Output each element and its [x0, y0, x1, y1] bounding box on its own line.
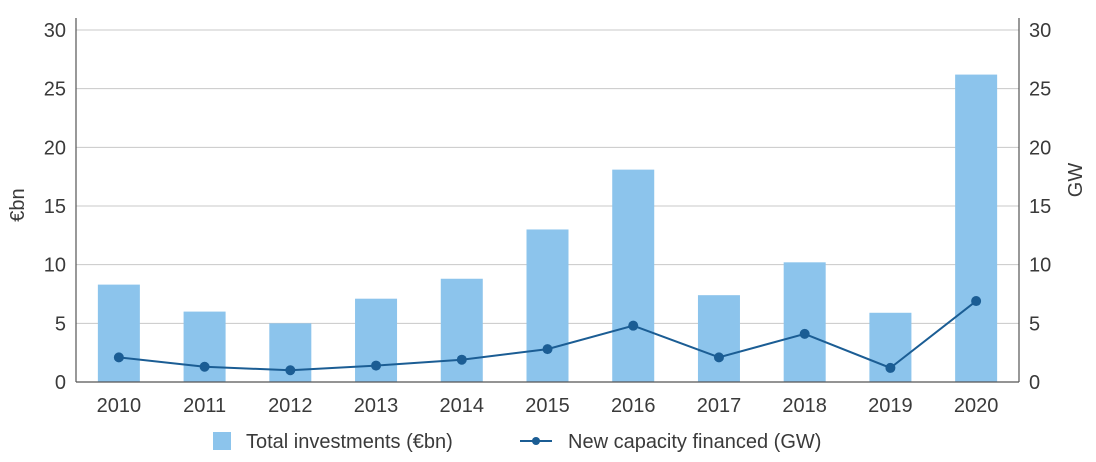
left-y-tick-label: 30	[44, 20, 66, 42]
bar	[440, 278, 483, 382]
x-tick-label: 2011	[183, 395, 226, 417]
left-y-tick-label: 25	[44, 79, 66, 101]
right-axis-title: GW	[1065, 163, 1087, 198]
line-point	[885, 362, 896, 373]
line-point	[113, 352, 124, 363]
left-axis-title: €bn	[7, 188, 29, 221]
line-series	[113, 296, 982, 376]
left-y-tick-label: 20	[44, 137, 66, 159]
left-y-tick-label: 10	[44, 255, 66, 277]
gridlines	[76, 29, 1019, 324]
x-tick-label: 2016	[611, 395, 656, 417]
line-point	[199, 361, 210, 372]
x-tick-label: 2019	[868, 395, 913, 417]
bar-series	[97, 74, 998, 382]
line-point	[456, 354, 467, 365]
bar	[97, 284, 140, 382]
left-y-tick-label: 15	[44, 196, 66, 218]
right-y-tick-label: 10	[1029, 255, 1051, 277]
right-y-tick-label: 0	[1029, 372, 1040, 394]
x-tick-label: 2014	[440, 395, 485, 417]
x-tick-label: 2017	[697, 395, 742, 417]
right-y-tick-labels: 0 5 10 15 20 25 30	[1029, 20, 1051, 394]
line-point	[971, 296, 982, 307]
x-tick-labels: 2010 2011 2012 2013 2014 2015 2016 2017 2018 2019…	[97, 395, 999, 417]
bar	[697, 295, 740, 382]
x-tick-label: 2015	[525, 395, 570, 417]
bar	[783, 262, 826, 382]
legend-label-line: New capacity financed (GW)	[568, 431, 821, 453]
bar	[955, 74, 998, 382]
line-point	[713, 352, 724, 363]
axes	[75, 18, 1020, 383]
bar	[526, 229, 569, 382]
x-tick-label: 2010	[97, 395, 142, 417]
x-tick-label: 2020	[954, 395, 999, 417]
line-point	[285, 365, 296, 376]
x-tick-label: 2013	[354, 395, 399, 417]
line-point	[371, 360, 382, 371]
legend-swatch-bar	[213, 432, 231, 450]
right-y-tick-label: 15	[1029, 196, 1051, 218]
legend-label-bar: Total investments (€bn)	[246, 431, 453, 453]
line-point	[628, 320, 639, 331]
right-y-tick-label: 20	[1029, 137, 1051, 159]
x-tick-label: 2012	[268, 395, 313, 417]
x-tick-label: 2018	[782, 395, 827, 417]
left-y-tick-label: 5	[55, 313, 66, 335]
legend-swatch-line-marker	[532, 437, 540, 445]
right-y-tick-label: 25	[1029, 79, 1051, 101]
legend: Total investments (€bn) New capacity fin…	[213, 431, 821, 453]
right-y-tick-label: 5	[1029, 313, 1040, 335]
line-point	[799, 328, 810, 339]
bar	[612, 169, 655, 382]
left-y-tick-label: 0	[55, 372, 66, 394]
line-point	[542, 344, 553, 355]
left-y-tick-labels: 0 5 10 15 20 25 30	[44, 20, 66, 394]
right-y-tick-label: 30	[1029, 20, 1051, 42]
